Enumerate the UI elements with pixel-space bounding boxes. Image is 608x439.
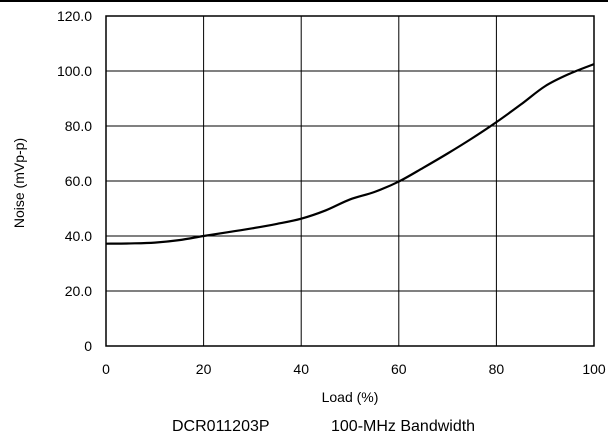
- caption-part-number: DCR011203P: [172, 418, 270, 435]
- y-tick-label: 80.0: [65, 118, 92, 134]
- x-tick-label: 100: [582, 361, 606, 377]
- y-tick-label: 120.0: [57, 8, 92, 24]
- series-layer: [105, 63, 595, 245]
- y-axis-title: Noise (mVp-p): [11, 138, 27, 228]
- x-tick-labels: 0 20 40 60 80 100: [102, 361, 606, 377]
- y-tick-label: 60.0: [65, 173, 92, 189]
- x-tick-label: 0: [102, 361, 110, 377]
- y-tick-label: 20.0: [65, 283, 92, 299]
- y-tick-label: 0: [84, 338, 92, 354]
- y-tick-label: 100.0: [57, 63, 92, 79]
- x-tick-label: 40: [293, 361, 309, 377]
- y-tick-label: 40.0: [65, 228, 92, 244]
- x-tick-label: 20: [196, 361, 212, 377]
- plot-frame: [105, 15, 595, 347]
- top-rule: [0, 0, 608, 2]
- x-axis-title: Load (%): [322, 389, 379, 405]
- y-tick-labels: 0 20.0 40.0 60.0 80.0 100.0 120.0: [57, 8, 92, 354]
- grid-layer: [106, 16, 594, 346]
- series-line-0: [105, 63, 595, 245]
- x-tick-label: 60: [391, 361, 407, 377]
- caption-bandwidth: 100-MHz Bandwidth: [331, 418, 475, 435]
- x-tick-label: 80: [489, 361, 505, 377]
